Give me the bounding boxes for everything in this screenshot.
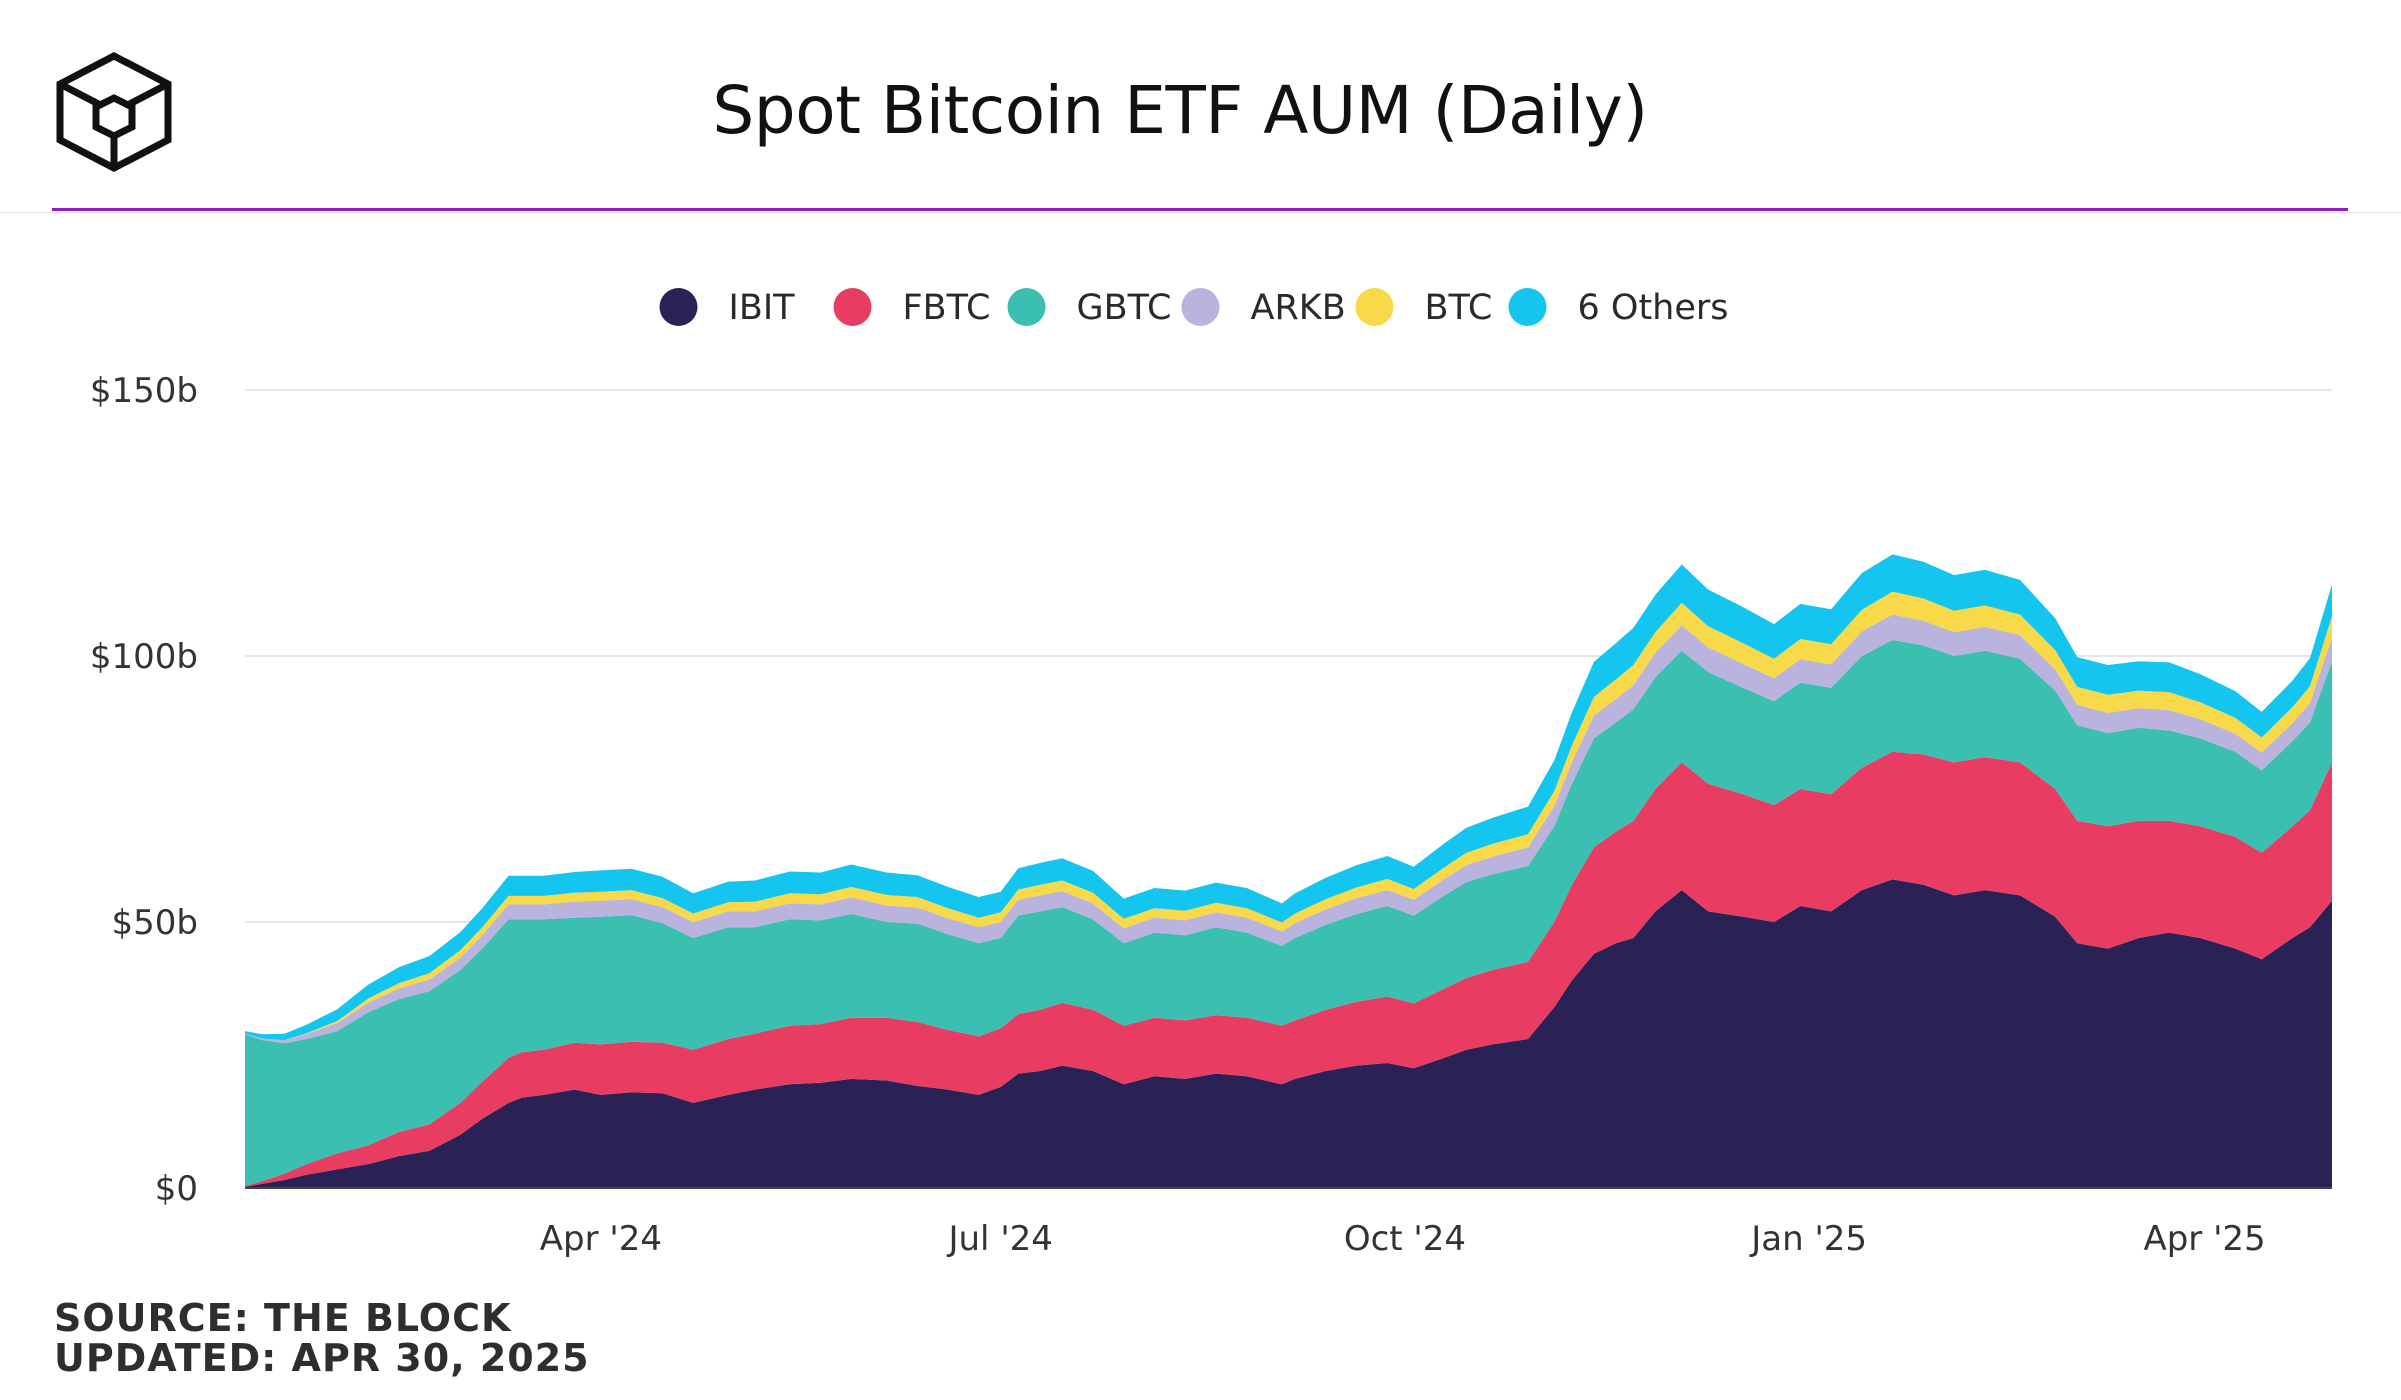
- legend-marker-fbtc: [833, 288, 872, 326]
- y-axis: $0 $50b $100b $150b: [90, 371, 198, 1209]
- title-divider: [52, 208, 2348, 211]
- y-tick-label: $150b: [90, 371, 198, 411]
- y-tick-label: $0: [155, 1169, 198, 1209]
- stacked-area-chart: IBIT FBTC GBTC ARKB BTC 6 Others Apr '24 Jul '…: [90, 288, 2332, 1259]
- legend-label-btc: BTC: [1425, 288, 1493, 328]
- legend-label-arkb: ARKB: [1251, 288, 1346, 328]
- legend-marker-btc: [1355, 288, 1394, 326]
- area-series: [245, 554, 2332, 1189]
- legend-marker-ibit: [659, 288, 698, 326]
- legend-marker-6-others: [1508, 288, 1547, 326]
- legend-marker-arkb: [1181, 288, 1220, 326]
- x-tick-label: Oct '24: [1344, 1219, 1466, 1259]
- x-tick-label: Jan '25: [1749, 1219, 1867, 1259]
- legend-marker-gbtc: [1007, 288, 1046, 326]
- x-tick-label: Apr '24: [540, 1219, 662, 1259]
- the-block-logo-icon: [56, 52, 172, 172]
- updated-label: UPDATED: APR 30, 2025: [54, 1336, 590, 1380]
- area-gbtc: [245, 640, 2332, 1186]
- source-label: SOURCE: THE BLOCK: [54, 1296, 512, 1340]
- header: Spot Bitcoin ETF AUM (Daily): [0, 0, 2401, 213]
- x-tick-label: Jul '24: [946, 1219, 1052, 1259]
- legend: IBIT FBTC GBTC ARKB BTC 6 Others: [659, 288, 1729, 328]
- y-tick-label: $100b: [90, 637, 198, 677]
- area-ibit: [245, 879, 2332, 1188]
- x-axis: Apr '24 Jul '24 Oct '24 Jan '25 Apr '25: [540, 1219, 2266, 1259]
- x-tick-label: Apr '25: [2143, 1219, 2265, 1259]
- y-tick-label: $50b: [112, 903, 198, 943]
- footer: SOURCE: THE BLOCK UPDATED: APR 30, 2025: [54, 1298, 590, 1378]
- area-fbtc: [245, 751, 2332, 1187]
- chart-title: Spot Bitcoin ETF AUM (Daily): [712, 72, 1648, 149]
- legend-label-6-others: 6 Others: [1578, 288, 1729, 328]
- legend-label-ibit: IBIT: [729, 288, 796, 328]
- legend-label-fbtc: FBTC: [903, 288, 991, 328]
- legend-label-gbtc: GBTC: [1077, 288, 1172, 328]
